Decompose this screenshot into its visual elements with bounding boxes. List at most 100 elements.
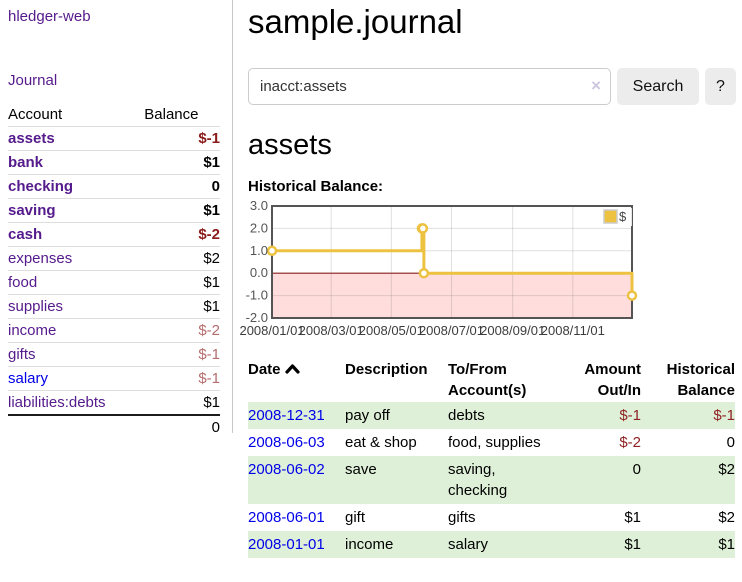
- register-header-to-from: To/From Account(s): [448, 361, 527, 399]
- account-link-assets[interactable]: assets: [8, 130, 55, 147]
- data-point-marker: [626, 290, 638, 301]
- account-link-saving[interactable]: saving: [8, 202, 56, 219]
- historical-balance-chart: $3.0 2.0 1.0 0.0 -1.0 -2.02008/01/012008/03/0…: [239, 198, 638, 338]
- account-row: assets $-1: [8, 126, 220, 151]
- register-row: 2008-06-01 gift gifts $1 $2: [248, 504, 735, 531]
- search-button[interactable]: Search: [617, 68, 699, 105]
- register-row: 2008-06-02 save saving, checking 0 $2: [248, 456, 735, 504]
- search-form: × Search ?: [248, 68, 736, 105]
- register-header-amount: Amount Out/In: [584, 361, 641, 399]
- transaction-amount: $-1: [619, 407, 641, 424]
- account-row: bank $1: [8, 150, 220, 175]
- y-tick-label: -2.0: [246, 310, 268, 325]
- account-link-supplies[interactable]: supplies: [8, 298, 64, 315]
- transaction-description: eat & shop: [345, 434, 417, 451]
- account-balance: $-2: [144, 222, 220, 247]
- transaction-date-link[interactable]: 2008-12-31: [248, 407, 325, 424]
- account-row: food $1: [8, 270, 220, 295]
- help-button[interactable]: ?: [705, 68, 736, 105]
- data-point-marker: [417, 223, 429, 234]
- transaction-amount: $1: [624, 509, 641, 526]
- app-title-link[interactable]: hledger-web: [8, 8, 91, 25]
- accounts-header-balance: Balance: [144, 103, 220, 127]
- accounts-header-account: Account: [8, 103, 145, 127]
- transaction-accounts: food, supplies: [448, 434, 541, 451]
- accounts-header-row: Account Balance: [8, 103, 220, 127]
- account-balance: $-1: [144, 126, 220, 151]
- plot-border: [271, 205, 633, 319]
- register-header-row: Date Description To/From Account(s) Amount Ou…: [248, 358, 735, 402]
- account-row: income $-2: [8, 318, 220, 343]
- page-title: sample.journal: [248, 3, 463, 40]
- x-tick-label: 2008/09/01: [480, 323, 545, 338]
- account-row: supplies $1: [8, 294, 220, 319]
- register-row: 2008-06-03 eat & shop food, supplies $-2 0: [248, 429, 735, 456]
- account-balance: $-2: [144, 318, 220, 343]
- y-tick-label: -1.0: [246, 288, 268, 303]
- register-row: 2008-12-31 pay off debts $-1 $-1: [248, 402, 735, 429]
- x-tick-label: 2008/03/01: [299, 323, 364, 338]
- transaction-accounts: gifts: [448, 509, 476, 526]
- account-row: salary $-1: [8, 366, 220, 391]
- chart-label: Historical Balance:: [248, 178, 384, 195]
- transaction-date-link[interactable]: 2008-06-03: [248, 434, 325, 451]
- x-tick-label: 2008/05/01: [359, 323, 424, 338]
- account-link-gifts[interactable]: gifts: [8, 346, 36, 363]
- search-input[interactable]: [248, 68, 611, 105]
- account-link-checking[interactable]: checking: [8, 178, 74, 195]
- legend-swatch: [603, 209, 618, 224]
- account-link-expenses[interactable]: expenses: [8, 250, 73, 267]
- account-link-salary[interactable]: salary: [8, 370, 49, 387]
- transaction-date-link[interactable]: 2008-06-01: [248, 509, 325, 526]
- register-header-date[interactable]: Date: [248, 358, 345, 402]
- transaction-amount: $-2: [619, 434, 641, 451]
- transaction-accounts: salary: [448, 536, 489, 553]
- account-balance: $1: [144, 390, 220, 416]
- transaction-description: save: [345, 461, 377, 478]
- clear-search-icon[interactable]: ×: [591, 76, 601, 95]
- transaction-date-link[interactable]: 2008-01-01: [248, 536, 325, 553]
- main-content: sample.journal × Search ? assets Histori…: [233, 0, 742, 582]
- account-balance: $-1: [144, 342, 220, 367]
- register-header-description: Description: [345, 361, 428, 378]
- account-link-bank[interactable]: bank: [8, 154, 44, 171]
- transaction-balance: $2: [718, 509, 735, 526]
- account-row: cash $-2: [8, 222, 220, 247]
- account-link-cash[interactable]: cash: [8, 226, 43, 243]
- y-tick-label: 2.0: [250, 220, 268, 235]
- data-point-marker: [266, 245, 278, 257]
- account-row: saving $1: [8, 198, 220, 223]
- x-tick-label: 2008/11/01: [541, 323, 605, 338]
- account-link-food[interactable]: food: [8, 274, 38, 291]
- sidebar: hledger-web Journal Account Balance asse…: [0, 0, 233, 436]
- transaction-description: gift: [345, 509, 366, 526]
- transaction-date-link[interactable]: 2008-06-02: [248, 461, 325, 478]
- negative-region-fill: [272, 273, 632, 318]
- transaction-balance: 0: [726, 434, 735, 451]
- sidebar-item-journal[interactable]: Journal: [8, 72, 58, 89]
- account-heading: assets: [248, 129, 332, 161]
- account-link-income[interactable]: income: [8, 322, 57, 339]
- account-balance: $1: [144, 270, 220, 295]
- account-row: liabilities:debts $1: [8, 390, 220, 416]
- sort-ascending-icon: [284, 364, 300, 374]
- account-balance: $1: [144, 198, 220, 223]
- legend-label: $: [619, 209, 627, 224]
- account-balance: $2: [144, 246, 220, 271]
- account-link-liabilities-debts[interactable]: liabilities:debts: [8, 394, 106, 411]
- transaction-amount: $1: [624, 536, 641, 553]
- data-point-marker: [418, 267, 430, 279]
- account-row: expenses $2: [8, 246, 220, 271]
- accounts-total-value: 0: [211, 419, 220, 436]
- accounts-total-row: 0: [8, 415, 220, 439]
- account-balance: $1: [144, 294, 220, 319]
- transaction-amount: 0: [632, 461, 641, 478]
- y-tick-label: 0.0: [250, 265, 268, 280]
- account-row: gifts $-1: [8, 342, 220, 367]
- y-tick-label: 3.0: [250, 198, 268, 213]
- transaction-balance: $1: [718, 536, 735, 553]
- register-row: 2008-01-01 income salary $1 $1: [248, 531, 735, 558]
- account-balance: $-1: [144, 366, 220, 391]
- register-header-historical: Historical Balance: [666, 361, 735, 399]
- transaction-accounts: debts: [448, 407, 485, 424]
